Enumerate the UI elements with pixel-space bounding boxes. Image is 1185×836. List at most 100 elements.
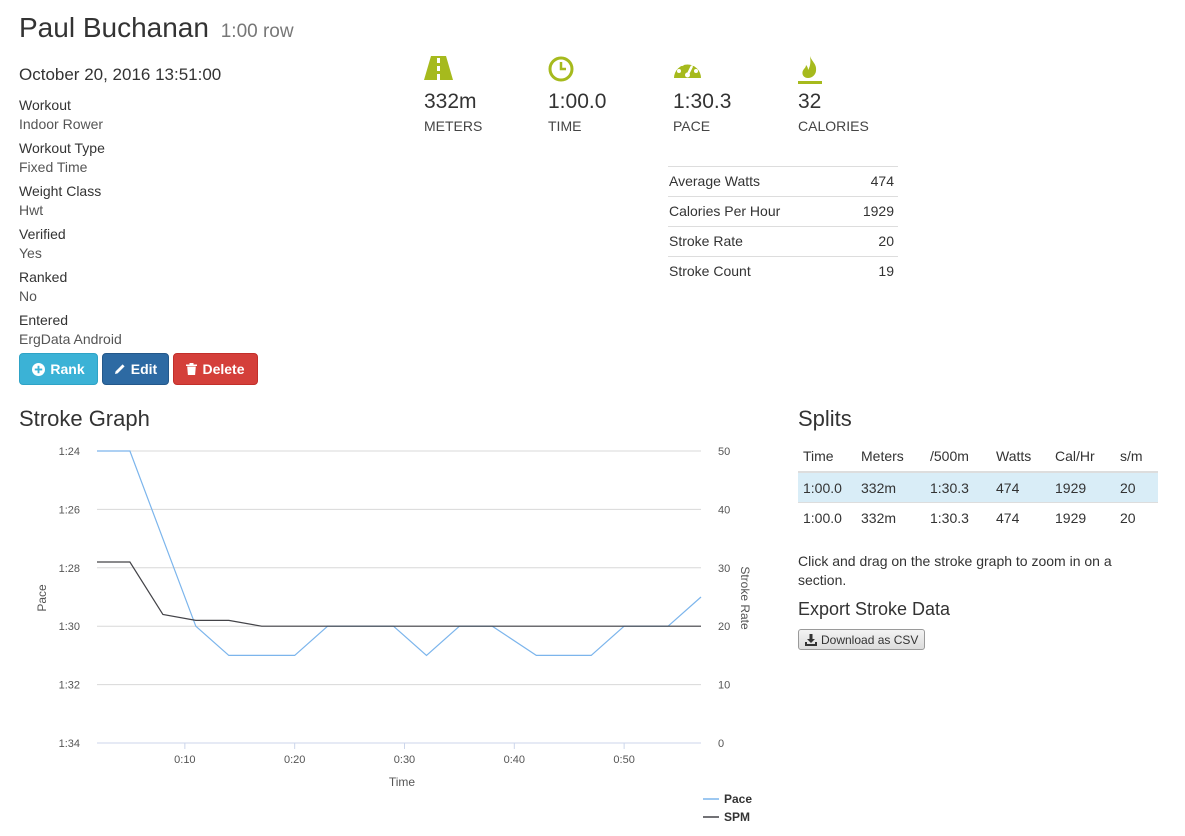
workout-subtitle: 1:00 row bbox=[220, 21, 294, 42]
table-row: 1:00.0 332m 1:30.3 474 1929 20 bbox=[798, 472, 1158, 503]
x-tick-label: 0:10 bbox=[174, 754, 195, 766]
y-left-tick-label: 1:26 bbox=[59, 504, 80, 516]
table-cell: 1:30.3 bbox=[930, 509, 969, 526]
metric-value: 1929 bbox=[862, 203, 894, 219]
metric-label: Stroke Count bbox=[669, 263, 751, 279]
edit-button[interactable]: Edit bbox=[102, 353, 169, 385]
chart-grid bbox=[97, 450, 701, 744]
y-left-tick-label: 1:32 bbox=[59, 680, 80, 692]
stat-label: PACE bbox=[673, 118, 711, 134]
column-header: s/m bbox=[1115, 441, 1158, 473]
edit-label: Edit bbox=[130, 361, 158, 377]
splits-table: Time Meters /500m Watts Cal/Hr s/m 1:00.… bbox=[798, 441, 1158, 532]
plus-circle-icon bbox=[32, 362, 46, 376]
detail-term: Workout bbox=[19, 97, 71, 113]
splits-title: Splits bbox=[798, 406, 852, 431]
chart-series bbox=[97, 450, 702, 657]
metric-row: Calories Per Hour 1929 bbox=[668, 197, 898, 227]
stroke-graph[interactable]: 0:10 0:20 0:30 0:40 0:50 1:24 1:26 1:28 1:30 1:3… bbox=[0, 430, 790, 836]
column-header: Time bbox=[798, 441, 856, 473]
x-axis: 0:10 0:20 0:30 0:40 0:50 bbox=[174, 743, 635, 766]
workout-date: October 20, 2016 13:51:00 bbox=[19, 65, 222, 84]
y-left-tick-label: 1:28 bbox=[59, 563, 80, 575]
y-axis-left-title: Pace bbox=[35, 584, 49, 612]
road-icon bbox=[424, 56, 453, 80]
chart-legend[interactable]: Pace SPM bbox=[703, 792, 752, 824]
y-right-tick-label: 30 bbox=[718, 563, 730, 575]
y-right-tick-label: 20 bbox=[718, 621, 730, 633]
y-right-tick-label: 40 bbox=[718, 504, 730, 516]
download-icon bbox=[805, 633, 817, 646]
column-header: Meters bbox=[856, 441, 925, 473]
y-axis-right-title: Stroke Rate bbox=[738, 566, 752, 630]
x-tick-label: 0:20 bbox=[284, 754, 305, 766]
y-left-tick-label: 1:34 bbox=[59, 738, 80, 750]
athlete-name: Paul Buchanan bbox=[19, 12, 209, 43]
table-cell: 474 bbox=[991, 472, 1050, 503]
table-cell: 474 bbox=[996, 509, 1020, 526]
metrics-table: Average Watts 474 Calories Per Hour 1929… bbox=[668, 166, 898, 286]
y-right-tick-label: 10 bbox=[718, 680, 730, 692]
y-right-tick-label: 0 bbox=[718, 738, 724, 750]
metric-row: Stroke Rate 20 bbox=[668, 227, 898, 257]
detail-value: ErgData Android bbox=[19, 331, 122, 347]
flame-icon bbox=[798, 56, 822, 84]
y-right-tick-label: 50 bbox=[718, 446, 730, 458]
series-line-spm[interactable] bbox=[97, 561, 701, 627]
legend-pace-label[interactable]: Pace bbox=[724, 792, 752, 806]
metric-value: 474 bbox=[870, 173, 894, 189]
column-header: Cal/Hr bbox=[1050, 441, 1115, 473]
detail-term: Entered bbox=[19, 312, 69, 328]
export-title: Export Stroke Data bbox=[798, 599, 951, 619]
table-row: 1:00.0 332m 1:30.3 474 1929 20 bbox=[798, 503, 1158, 533]
detail-term: Workout Type bbox=[19, 140, 105, 156]
table-cell: 1:00.0 bbox=[803, 509, 842, 526]
detail-term: Ranked bbox=[19, 269, 68, 285]
stat-pace: 1:30.3 PACE bbox=[673, 56, 793, 134]
table-cell: 1:00.0 bbox=[798, 472, 856, 503]
stat-label: METERS bbox=[424, 118, 483, 134]
workout-details: Workout Indoor Rower Workout Type Fixed … bbox=[19, 96, 319, 354]
x-tick-label: 0:40 bbox=[504, 754, 525, 766]
pencil-icon bbox=[114, 364, 125, 374]
stat-value: 1:00.0 bbox=[548, 90, 607, 113]
detail-value: Hwt bbox=[19, 202, 44, 218]
table-cell: 20 bbox=[1115, 472, 1158, 503]
action-buttons: Rank Edit Delete bbox=[19, 353, 258, 385]
y-left-tick-label: 1:30 bbox=[59, 621, 80, 633]
y-axis-right: 50 40 30 20 10 0 bbox=[718, 446, 730, 750]
detail-value: Yes bbox=[19, 245, 42, 261]
detail-term: Verified bbox=[19, 226, 66, 242]
metric-value: 20 bbox=[878, 233, 894, 249]
series-line-pace[interactable] bbox=[97, 450, 702, 657]
metric-label: Average Watts bbox=[669, 173, 761, 189]
table-cell: 20 bbox=[1120, 509, 1136, 526]
metric-row: Stroke Count 19 bbox=[668, 257, 898, 286]
detail-value: Fixed Time bbox=[19, 159, 88, 175]
clock-icon bbox=[548, 56, 574, 82]
table-cell: 1:30.3 bbox=[925, 472, 991, 503]
metric-label: Calories Per Hour bbox=[669, 203, 781, 219]
x-axis-title: Time bbox=[389, 775, 416, 789]
detail-term: Weight Class bbox=[19, 183, 102, 199]
table-cell: 1929 bbox=[1055, 509, 1087, 526]
stat-time: 1:00.0 TIME bbox=[548, 56, 668, 134]
delete-button[interactable]: Delete bbox=[173, 353, 258, 385]
metric-value: 19 bbox=[878, 263, 894, 279]
legend-spm-label[interactable]: SPM bbox=[724, 810, 750, 824]
x-tick-label: 0:30 bbox=[394, 754, 415, 766]
x-tick-label: 0:50 bbox=[613, 754, 634, 766]
rank-button[interactable]: Rank bbox=[19, 353, 98, 385]
download-csv-button[interactable]: Download as CSV bbox=[798, 629, 926, 650]
stat-label: TIME bbox=[548, 118, 582, 134]
splits-header-row: Time Meters /500m Watts Cal/Hr s/m bbox=[798, 441, 1158, 473]
metric-label: Stroke Rate bbox=[669, 233, 743, 249]
detail-value: Indoor Rower bbox=[19, 116, 104, 132]
column-header: /500m bbox=[925, 441, 991, 473]
trash-icon bbox=[186, 363, 198, 375]
stat-label: CALORIES bbox=[798, 118, 869, 134]
stat-calories: 32 CALORIES bbox=[798, 56, 918, 134]
page-title: Paul Buchanan 1:00 row bbox=[19, 12, 294, 44]
y-left-tick-label: 1:24 bbox=[59, 446, 80, 458]
stat-meters: 332m METERS bbox=[424, 56, 544, 134]
